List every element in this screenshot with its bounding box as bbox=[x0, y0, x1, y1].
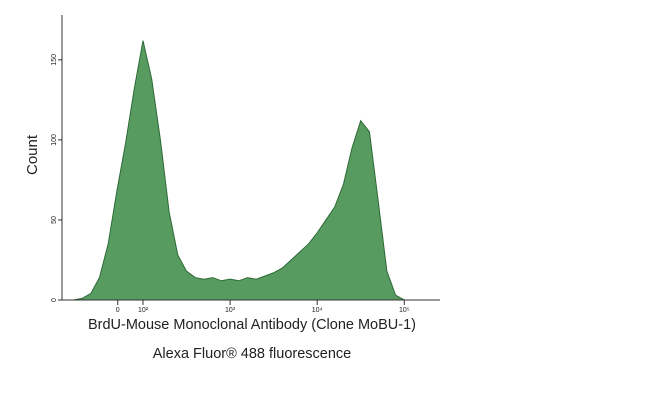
x-axis-label: Alexa Fluor® 488 fluorescence bbox=[153, 346, 351, 362]
y-tick-label: 0 bbox=[51, 298, 58, 302]
y-tick-label: 50 bbox=[51, 216, 58, 224]
x-tick-label: 10² bbox=[138, 307, 149, 314]
x-tick-label: 10⁴ bbox=[312, 307, 323, 314]
y-tick-label: 100 bbox=[51, 134, 58, 146]
x-tick-label: 10⁵ bbox=[399, 307, 410, 314]
x-tick-label: 0 bbox=[116, 307, 120, 314]
x-axis-label: BrdU-Mouse Monoclonal Antibody (Clone Mo… bbox=[88, 317, 416, 333]
histogram-area bbox=[64, 40, 431, 301]
y-axis-label: Count bbox=[24, 134, 41, 175]
y-tick-label: 150 bbox=[51, 54, 58, 66]
x-tick-label: 10³ bbox=[225, 307, 236, 314]
